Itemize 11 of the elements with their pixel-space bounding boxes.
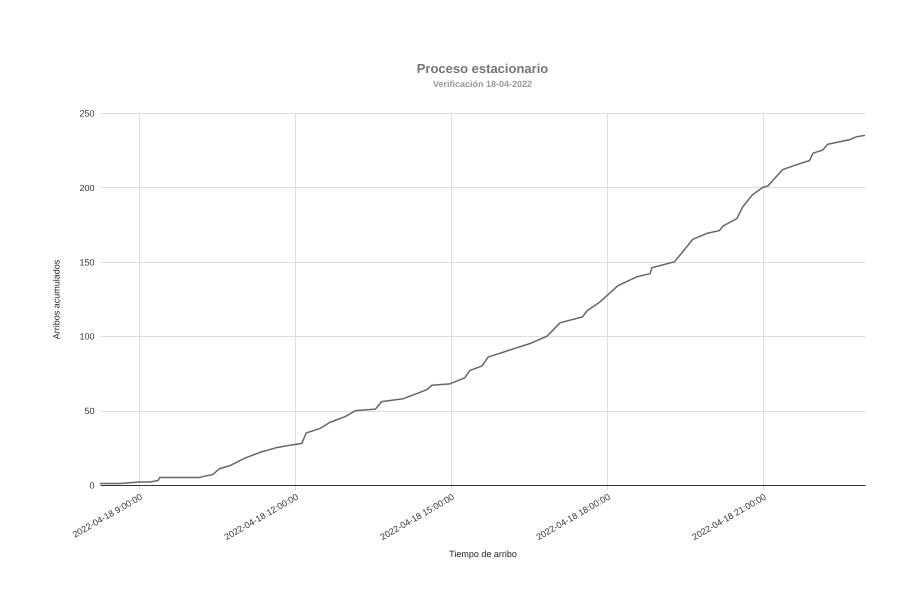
line-series: [100, 134, 865, 484]
chart-title: Proceso estacionario: [416, 61, 548, 76]
y-tick-label: 200: [79, 182, 94, 193]
x-axis-title: Tiempo de arribo: [449, 549, 517, 560]
y-tick-label: 100: [79, 332, 94, 342]
y-tick-label: 150: [79, 257, 94, 268]
y-axis-title: Arribos acumulados: [51, 259, 62, 340]
y-tick-label: 50: [84, 406, 94, 416]
y-tick-label: 250: [79, 108, 94, 118]
chart-subtitle: Verificación 18-04-2022: [432, 79, 532, 89]
y-tick-label: 0: [89, 480, 94, 490]
